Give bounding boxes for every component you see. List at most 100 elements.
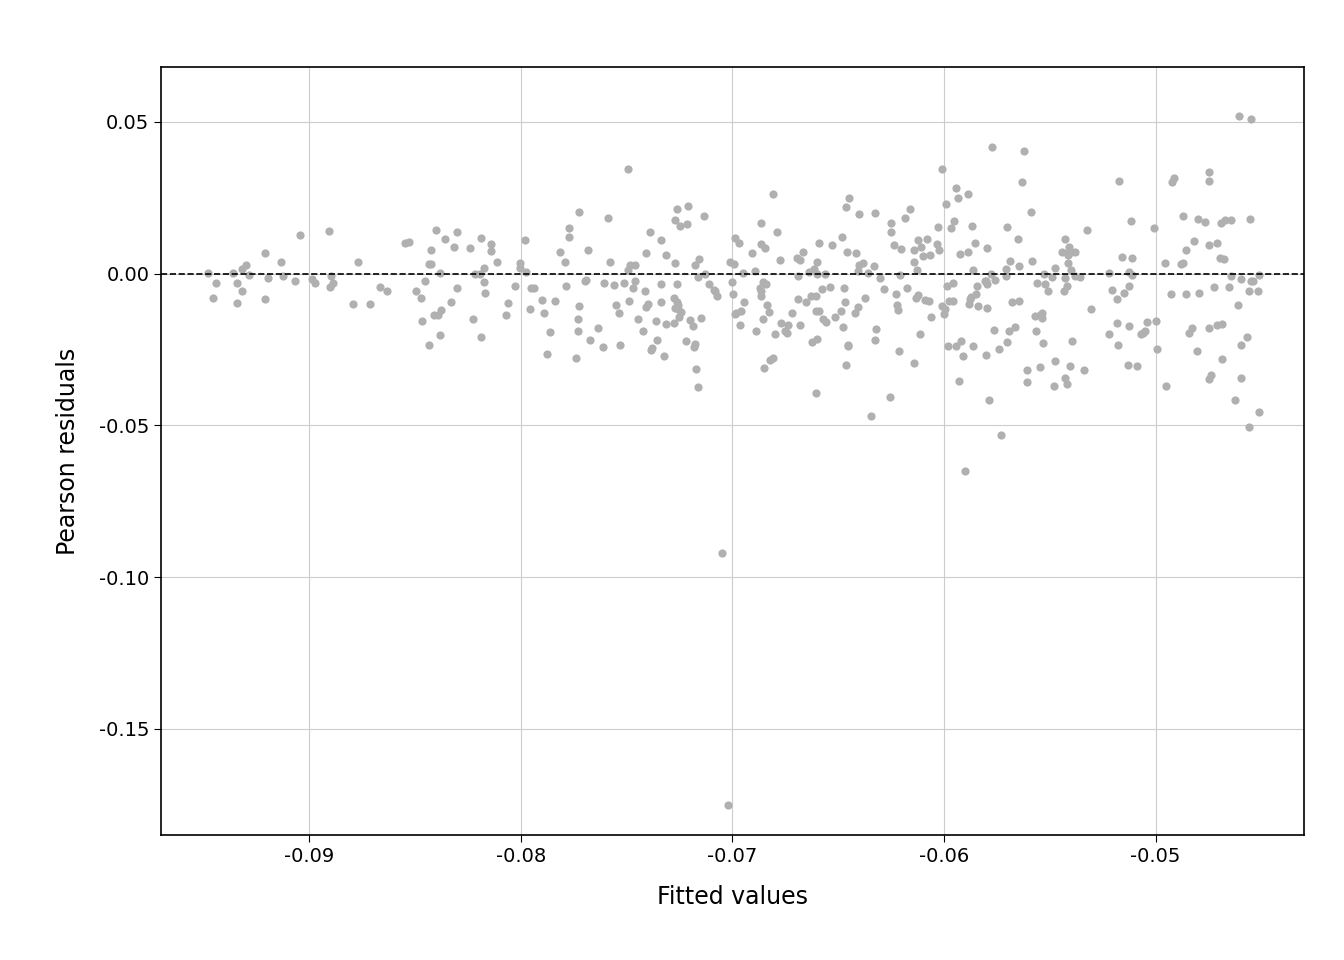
Point xyxy=(520,280,542,296)
Point xyxy=(348,254,370,270)
Point xyxy=(1169,256,1191,272)
Point xyxy=(599,254,621,270)
Point xyxy=(852,255,874,271)
Point xyxy=(1051,244,1073,259)
Point xyxy=(991,427,1012,443)
Point xyxy=(789,318,810,333)
Point xyxy=(1231,338,1253,353)
Point xyxy=(257,271,278,286)
Point xyxy=(918,293,939,308)
Point xyxy=(957,186,978,202)
Point xyxy=(301,272,323,287)
Point xyxy=(903,254,925,270)
Point xyxy=(411,314,433,329)
Point xyxy=(962,262,984,277)
Point xyxy=(632,324,653,339)
Point xyxy=(980,266,1001,281)
Point xyxy=(950,246,972,261)
Point xyxy=(808,235,829,251)
Point xyxy=(762,186,784,202)
Point xyxy=(1058,239,1079,254)
Point xyxy=(597,210,618,226)
Point xyxy=(730,317,751,332)
Point xyxy=(1179,325,1200,341)
Point xyxy=(231,283,253,299)
Point xyxy=(1042,270,1063,285)
Point xyxy=(960,292,981,307)
Point xyxy=(270,254,292,270)
Point xyxy=(950,333,972,348)
Point xyxy=(887,298,909,313)
Point xyxy=(613,275,634,290)
Point xyxy=(441,294,462,309)
Point xyxy=(751,275,773,290)
Point xyxy=(868,270,890,285)
Point xyxy=(824,309,845,324)
Point xyxy=(789,252,810,268)
Point xyxy=(1144,221,1165,236)
Point xyxy=(719,254,741,270)
Point xyxy=(984,322,1005,337)
Point xyxy=(687,270,708,285)
Point xyxy=(1211,351,1232,367)
Point xyxy=(1187,212,1208,228)
Point xyxy=(1172,254,1193,270)
Point xyxy=(610,337,632,352)
Point xyxy=(222,266,243,281)
Point xyxy=(976,276,997,292)
Point xyxy=(497,296,519,311)
Point xyxy=(319,224,340,239)
Point xyxy=(931,161,953,177)
Point xyxy=(1064,269,1086,284)
Point xyxy=(1238,283,1259,299)
Point xyxy=(577,243,598,258)
Point xyxy=(968,298,989,313)
Point xyxy=(587,321,609,336)
Point xyxy=(1134,324,1156,339)
Point xyxy=(863,258,884,274)
Point xyxy=(676,216,698,231)
Point xyxy=(423,307,445,323)
Point xyxy=(996,334,1017,349)
Point xyxy=(1016,363,1038,378)
Point xyxy=(1106,337,1128,352)
Point xyxy=(469,266,491,281)
Point xyxy=(430,302,452,318)
Point xyxy=(777,318,798,333)
Point xyxy=(1054,370,1075,385)
Point xyxy=(937,278,958,294)
Point xyxy=(664,212,685,228)
Point xyxy=(575,272,597,287)
Point xyxy=(1198,321,1219,336)
Point xyxy=(620,257,641,273)
Point xyxy=(1227,298,1249,313)
Point xyxy=(945,180,966,196)
Point xyxy=(473,261,495,276)
Point xyxy=(880,216,902,231)
Point xyxy=(954,464,976,479)
Point xyxy=(821,237,843,252)
Point xyxy=(927,242,949,257)
Point xyxy=(203,290,224,305)
Point xyxy=(531,292,552,307)
Point xyxy=(1109,174,1130,189)
Point xyxy=(765,326,786,342)
Point xyxy=(895,210,917,226)
Point xyxy=(837,339,859,354)
Point xyxy=(470,230,492,246)
Point xyxy=(1198,174,1219,189)
Point xyxy=(1187,344,1208,359)
Point xyxy=(1044,260,1066,276)
Point xyxy=(1206,317,1227,332)
Point xyxy=(656,316,677,331)
Point xyxy=(845,245,867,260)
Point xyxy=(942,294,964,309)
Point xyxy=(1099,265,1121,280)
Point xyxy=(805,303,827,319)
Point xyxy=(988,342,1009,357)
Point xyxy=(726,305,747,321)
Point xyxy=(669,309,691,324)
Point xyxy=(888,344,910,359)
Point xyxy=(974,274,996,289)
Point xyxy=(376,284,398,300)
